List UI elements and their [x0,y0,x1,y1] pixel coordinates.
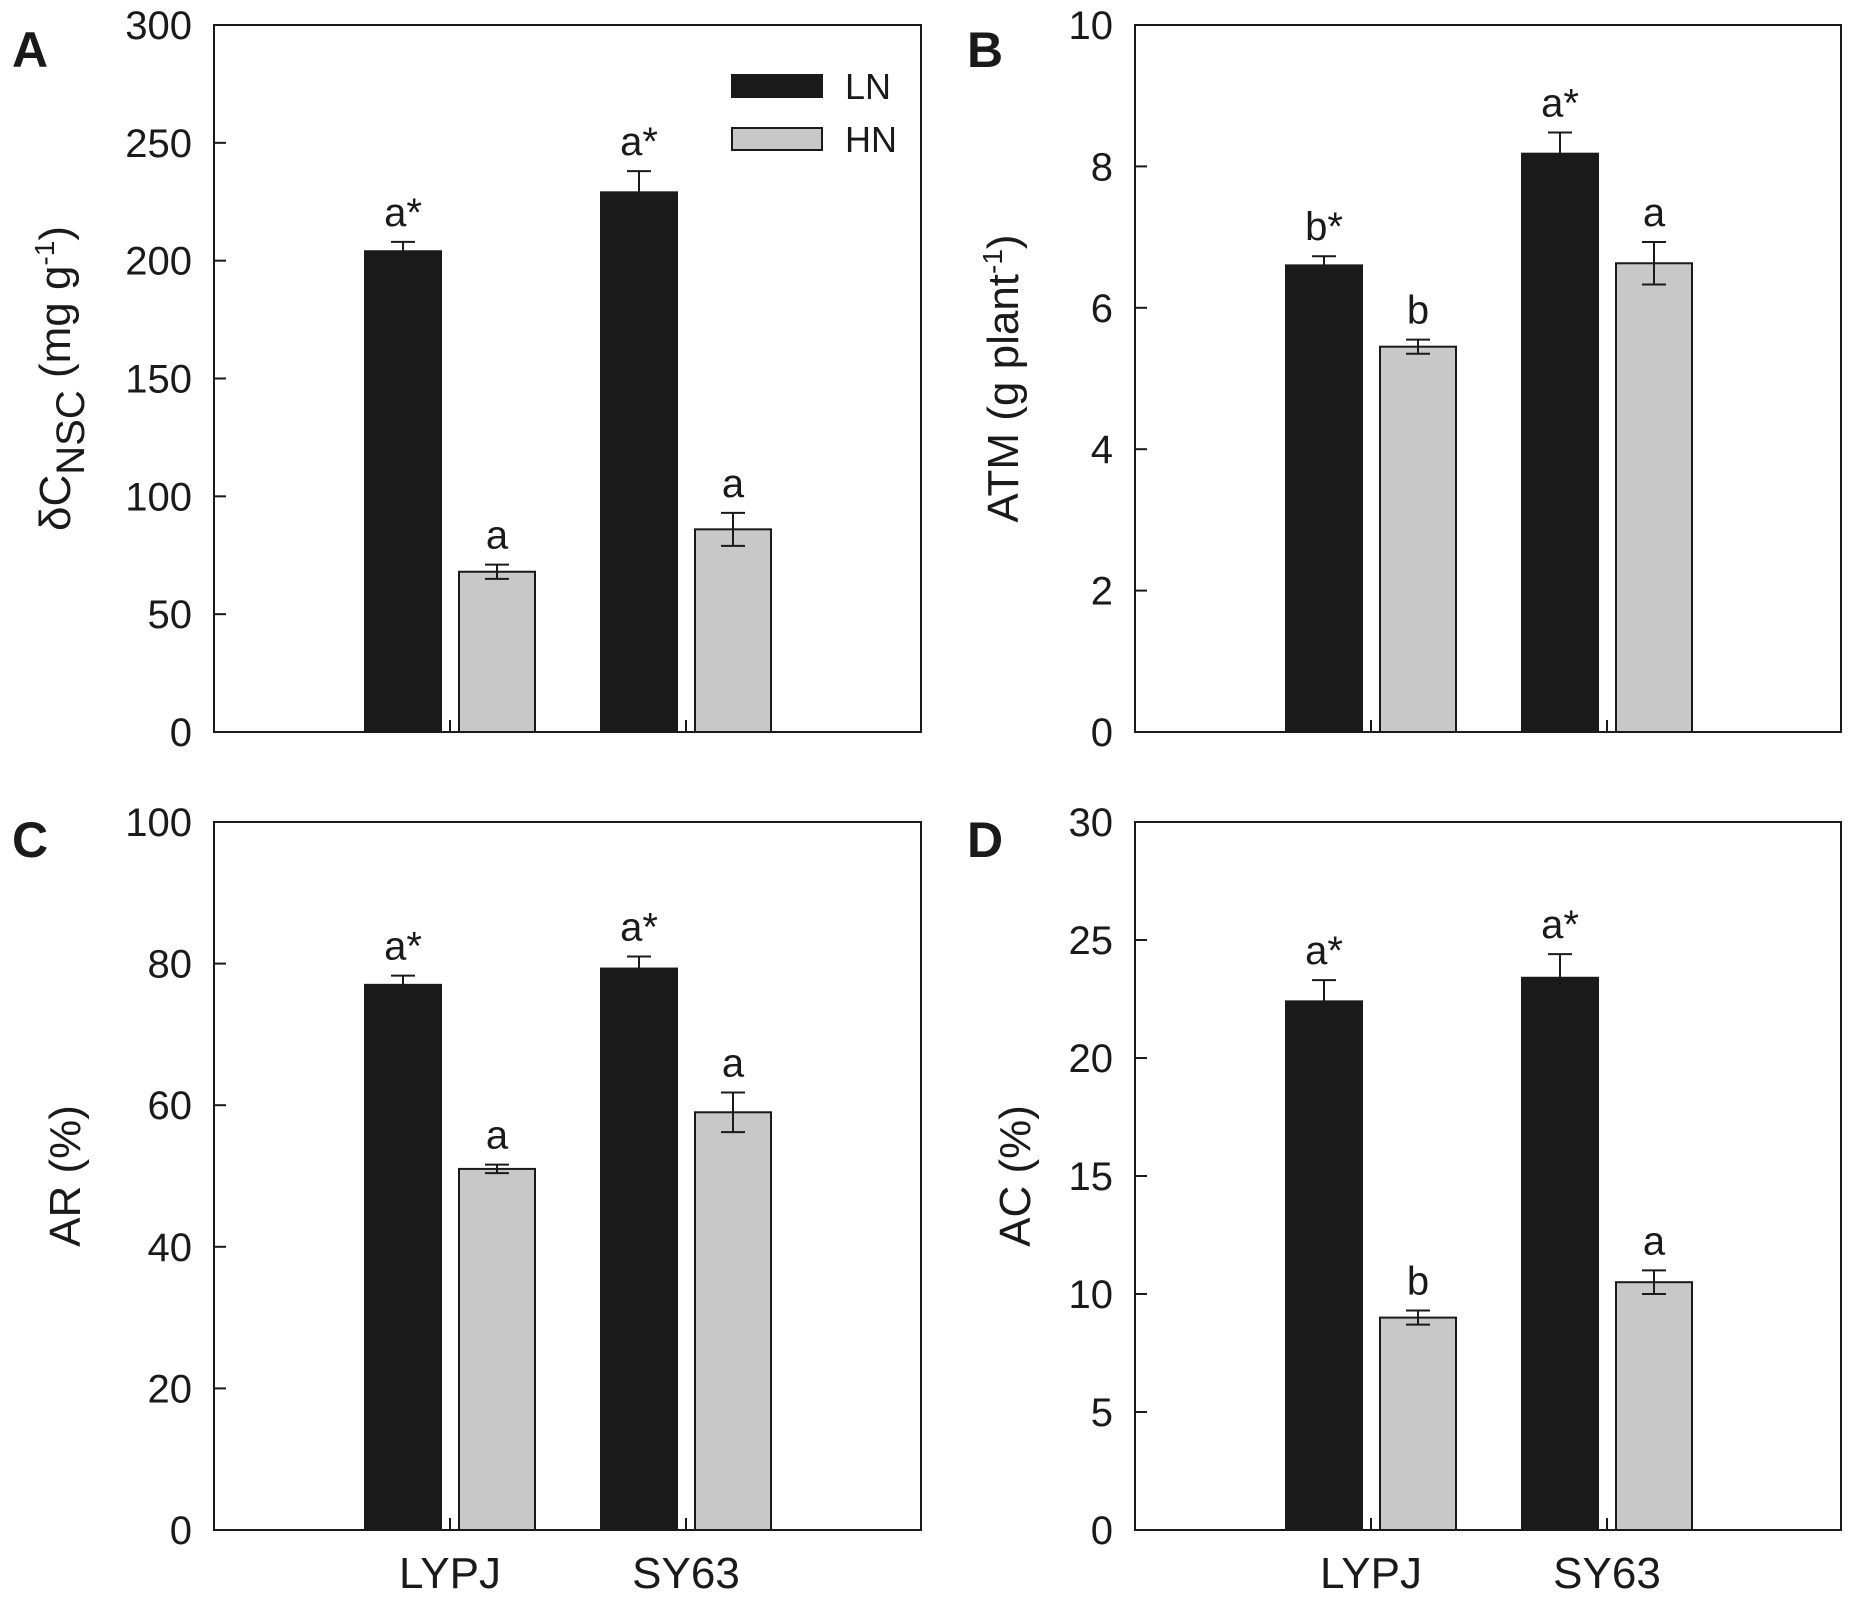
category-label: SY63 [1553,1549,1661,1598]
y-tick-label: 50 [148,593,193,637]
y-tick-label: 15 [1069,1155,1114,1199]
y-tick-label: 100 [125,475,192,519]
y-tick-label: 10 [1069,4,1114,48]
y-tick-label: 200 [125,240,192,284]
panel-letter: B [967,22,1003,78]
bar-hn-sy63 [1615,262,1693,733]
significance-label: a [722,462,745,506]
bar-ln-lypj [364,983,442,1531]
y-tick-label: 20 [148,1367,193,1411]
bar-hn-lypj [458,570,536,733]
significance-label: a* [1305,929,1343,973]
bar-ln-sy63 [600,191,678,734]
panel-b: 0 2 4 6 8 10 b* a* b a B ATM (g plant-1) [967,4,1842,755]
y-tick-label: 60 [148,1084,193,1128]
y-tick-label: 25 [1069,919,1114,963]
significance-label: b* [1305,205,1343,249]
y-tick-label: 5 [1091,1391,1113,1435]
category-label: LYPJ [1320,1549,1422,1598]
y-tick-label: 10 [1069,1273,1114,1317]
bar-hn-lypj [458,1167,536,1532]
y-axis-label-close: ) [979,234,1028,249]
significance-label: a* [620,120,658,164]
legend-label-ln: LN [845,66,891,107]
plot-frame [1134,24,1842,733]
panel-c: 0 20 40 60 80 100 a* a* a a LYPJ SY63 C AR (%) [12,801,922,1598]
significance-label: b [1407,1260,1429,1304]
y-tick-label: 40 [148,1226,193,1270]
y-tick-label: 20 [1069,1037,1114,1081]
y-axis-label-main: AR (%) [41,1105,90,1247]
y-axis-label-close: ) [31,226,80,241]
y-tick-label: 0 [1091,711,1113,755]
y-axis-label-subscript: NSC [49,390,93,474]
y-tick-label: 0 [170,711,192,755]
y-tick-label: 6 [1091,287,1113,331]
bar-ln-sy63 [600,967,678,1531]
panel-letter: C [12,812,48,868]
bar-hn-sy63 [694,528,772,733]
y-tick-label: 150 [125,358,192,402]
bar-hn-lypj [1379,345,1457,733]
y-tick-label: 2 [1091,570,1113,614]
y-tick-label: 300 [125,4,192,48]
plot-frame [1134,821,1842,1531]
bar-hn-lypj [1379,1316,1457,1531]
y-axis-label-main: AC (%) [991,1105,1040,1247]
y-axis-label: AR (%) [41,1105,90,1247]
significance-label: a* [384,925,422,969]
significance-label: a [722,1041,745,1085]
y-axis-label-unit: (g plant [979,274,1028,433]
plot-frame [213,821,922,1531]
bar-ln-lypj [364,250,442,734]
y-axis-label-superscript: -1 [977,249,1008,274]
y-tick-label: 100 [125,801,192,845]
bar-ln-lypj [1285,1000,1363,1531]
y-axis-label: δCNSC (mg g-1) [29,226,93,531]
y-tick-label: 250 [125,122,192,166]
category-label: SY63 [632,1549,740,1598]
y-axis-label-main: ATM [979,433,1028,523]
y-tick-label: 30 [1069,801,1114,845]
category-label: LYPJ [399,1549,501,1598]
bar-ln-sy63 [1521,976,1599,1531]
significance-label: a [1643,191,1666,235]
y-axis-label: AC (%) [991,1105,1040,1247]
significance-label: a* [384,191,422,235]
significance-label: a [486,1114,509,1158]
y-tick-label: 4 [1091,428,1113,472]
legend-swatch-hn [731,127,823,151]
bar-ln-lypj [1285,264,1363,733]
significance-label: a [486,514,509,558]
significance-label: b [1407,289,1429,333]
y-tick-label: 0 [1091,1509,1113,1553]
legend: LN HN [731,66,897,160]
y-axis-label-superscript: -1 [29,241,60,266]
y-axis-label: ATM (g plant-1) [977,234,1028,522]
significance-label: a* [620,906,658,950]
panel-letter: D [967,812,1003,868]
y-tick-label: 0 [170,1509,192,1553]
y-tick-label: 80 [148,943,193,987]
y-tick-label: 8 [1091,145,1113,189]
panel-d: 0 5 10 15 20 25 30 a* a* b a LYPJ SY63 D AC (%) [967,801,1842,1598]
bar-ln-sy63 [1521,152,1599,733]
bar-hn-sy63 [694,1111,772,1532]
bar-hn-sy63 [1615,1281,1693,1531]
significance-label: a* [1541,81,1579,125]
y-axis-label-main: δC [31,475,80,531]
y-axis-label-unit: (mg g [31,266,80,391]
panel-letter: A [12,22,48,78]
legend-label-hn: HN [845,119,897,160]
significance-label: a [1643,1219,1666,1263]
legend-swatch-ln [731,74,823,98]
significance-label: a* [1541,903,1579,947]
